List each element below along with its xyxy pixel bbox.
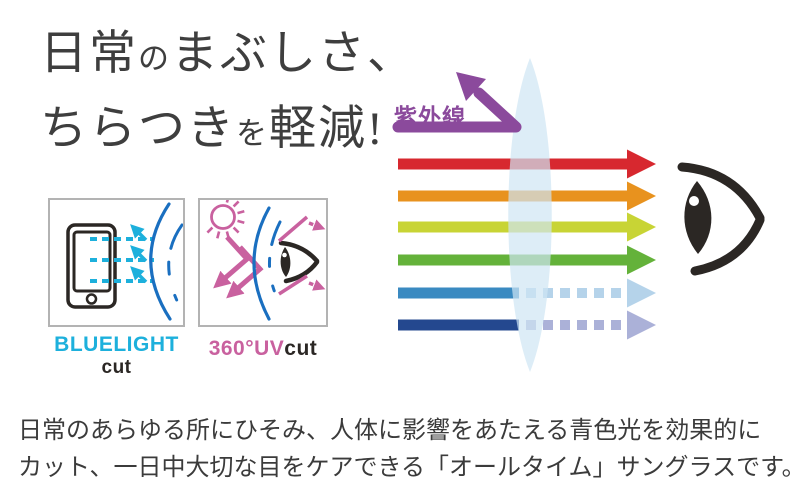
sun-icon [206,200,245,239]
headline-text: ちらつき [40,103,236,155]
uv-weak-pass-icon [277,215,326,296]
lens-shape [508,58,552,372]
headline-text: まぶしさ、 [171,28,416,80]
eye-icon [278,240,320,284]
uv-suffix: cut [284,337,318,360]
headline-text: を [236,116,269,151]
description-line2: カット、一日中大切な目をケアできる「オールタイム」サングラスです。 [18,454,800,481]
bluelight-subtitle: cut [101,357,132,378]
eye-icon [677,162,765,276]
headline-line1: 日常のまぶしさ、 [40,22,416,97]
lens-arc-icon [149,202,183,321]
description-line1: 日常のあらゆる所にひそみ、人体に影響をあたえる青色光を効果的に [18,417,762,444]
uv-cut-label: 360°UVcut [198,337,328,360]
headline: 日常のまぶしさ、 ちらつきを軽減! [40,22,416,172]
uv-cut-icon [206,200,326,321]
bluelight-icon [66,202,183,321]
light-diagram [392,58,765,372]
lens-arc-icon [252,206,282,321]
uv-cut-badge [198,198,328,327]
headline-text: 軽減! [269,103,385,155]
uv-title: 360°UV [208,337,285,360]
description: 日常のあらゆる所にひそみ、人体に影響をあたえる青色光を効果的に カット、一日中大… [18,412,800,486]
headline-line2: ちらつきを軽減! [40,97,416,172]
bluelight-cut-label: BLUELIGHT cut [48,333,185,379]
bluelight-rays-icon [90,224,154,284]
bluelight-title: BLUELIGHT [54,333,179,356]
headline-text: 日常 [40,28,138,80]
headline-text: の [138,41,171,76]
smartphone-icon [66,223,117,309]
uv-reflect-zigzag-icon [213,235,264,299]
uv-reflect-arrow [392,72,522,133]
bluelight-cut-badge [48,198,185,327]
